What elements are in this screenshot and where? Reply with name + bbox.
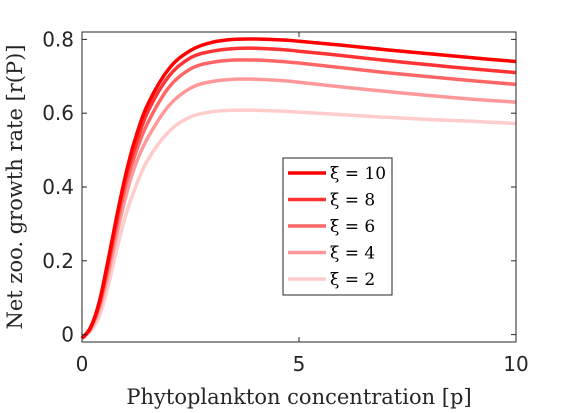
y-tick-label: 0.2	[42, 249, 74, 273]
x-tick-label: 5	[293, 352, 306, 376]
y-axis-ticks: 0 0.2 0.4 0.6 0.8	[42, 27, 516, 347]
y-axis-label: Net zoo. growth rate [r(P)]	[3, 44, 27, 329]
series-line-0	[80, 37, 517, 340]
series-line-4	[80, 108, 517, 340]
legend-label: ξ = 2	[330, 270, 375, 290]
legend-label: ξ = 4	[330, 244, 375, 264]
legend-label: ξ = 8	[330, 191, 375, 211]
y-tick-label: 0	[61, 323, 74, 347]
series-curves	[80, 37, 517, 340]
legend-label: ξ = 10	[330, 164, 386, 184]
y-tick-label: 0.8	[42, 27, 74, 51]
legend: ξ = 10 ξ = 8 ξ = 6 ξ = 4 ξ = 2	[282, 157, 393, 296]
y-tick-label: 0.4	[42, 175, 74, 199]
x-axis-label: Phytoplankton concentration [p]	[126, 385, 471, 409]
legend-label: ξ = 6	[330, 217, 375, 237]
x-tick-label: 10	[503, 352, 528, 376]
y-tick-label: 0.6	[42, 101, 74, 125]
x-tick-label: 0	[76, 352, 89, 376]
x-axis-ticks: 0 5 10	[76, 32, 529, 376]
